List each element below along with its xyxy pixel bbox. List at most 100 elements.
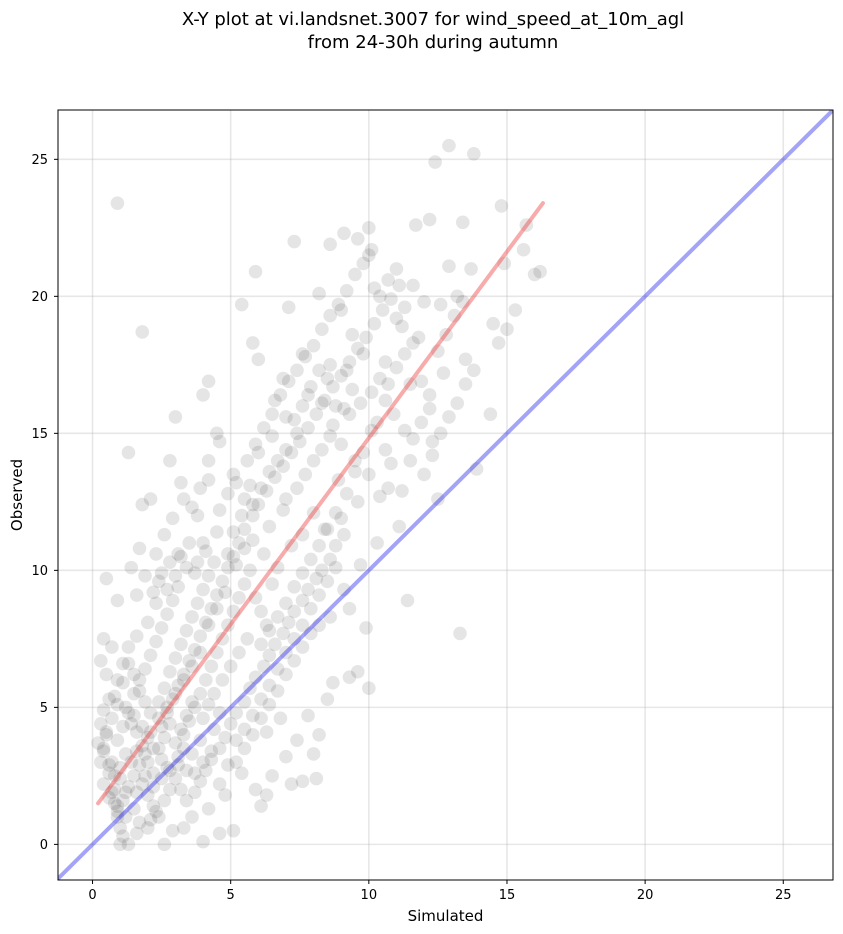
scatter-point xyxy=(342,407,357,421)
scatter-point xyxy=(210,525,224,539)
scatter-point xyxy=(425,448,440,463)
scatter-point xyxy=(121,837,136,852)
scatter-point xyxy=(362,221,376,235)
scatter-point xyxy=(210,601,224,616)
scatter-point xyxy=(295,593,310,608)
scatter-point xyxy=(152,695,166,709)
scatter-point xyxy=(309,407,324,421)
scatter-point xyxy=(221,758,235,772)
scatter-point xyxy=(113,821,127,835)
scatter-point xyxy=(226,467,241,482)
scatter-point xyxy=(127,801,141,816)
scatter-point xyxy=(176,821,191,835)
scatter-point xyxy=(196,582,210,597)
scatter-point xyxy=(157,681,172,695)
scatter-point xyxy=(116,829,130,843)
scatter-point xyxy=(304,552,318,567)
x-tick-label: 0 xyxy=(88,888,96,903)
scatter-point xyxy=(262,648,277,663)
scatter-point xyxy=(273,711,288,726)
scatter-point xyxy=(433,297,448,312)
scatter-point xyxy=(323,610,337,624)
scatter-point xyxy=(323,552,337,567)
scatter-point xyxy=(146,799,161,813)
scatter-point xyxy=(287,412,302,427)
scatter-point xyxy=(163,763,177,778)
scatter-point xyxy=(176,741,191,756)
scatter-point xyxy=(497,256,512,271)
scatter-point xyxy=(268,637,282,652)
scatter-point xyxy=(373,289,387,304)
scatter-point xyxy=(381,481,395,495)
scatter-point xyxy=(317,522,332,537)
y-tick-label: 0 xyxy=(40,838,48,853)
scatter-point xyxy=(417,295,431,309)
scatter-point xyxy=(237,695,252,709)
scatter-point xyxy=(262,697,277,712)
scatter-point xyxy=(138,662,152,676)
scatter-point xyxy=(218,788,232,802)
scatter-point xyxy=(218,730,232,745)
scatter-point xyxy=(287,632,302,646)
scatter-point xyxy=(519,218,534,232)
scatter-point xyxy=(226,823,241,838)
scatter-point xyxy=(193,481,208,495)
scatter-point xyxy=(127,667,141,682)
scatter-point xyxy=(315,442,329,457)
scatter-point xyxy=(138,569,152,583)
scatter-point xyxy=(168,651,183,665)
scatter-point xyxy=(116,719,130,734)
scatter-point xyxy=(259,788,274,802)
scatter-point xyxy=(301,708,315,723)
scatter-point xyxy=(234,297,249,312)
scatter-point xyxy=(140,788,155,802)
scatter-point xyxy=(179,623,194,638)
scatter-point xyxy=(168,771,183,786)
scatter-point xyxy=(187,566,202,580)
scatter-point xyxy=(229,558,244,572)
scatter-point xyxy=(176,727,191,742)
scatter-point xyxy=(350,341,365,356)
scatter-point xyxy=(422,212,437,227)
scatter-point xyxy=(218,585,232,600)
scatter-point xyxy=(132,673,147,687)
scatter-point xyxy=(232,590,246,605)
scatter-point xyxy=(414,374,429,389)
scatter-point xyxy=(154,566,169,580)
scatter-point xyxy=(223,717,238,731)
scatter-point xyxy=(373,489,387,504)
scatter-point xyxy=(96,777,111,791)
scatter-point xyxy=(312,363,326,378)
scatter-point xyxy=(212,777,227,791)
scatter-point xyxy=(257,421,271,435)
scatter-point xyxy=(160,582,174,597)
scatter-point xyxy=(237,741,252,756)
scatter-point xyxy=(284,445,299,460)
scatter-point xyxy=(339,486,354,501)
scatter-point xyxy=(334,303,348,317)
scatter-point xyxy=(254,637,268,652)
scatter-point xyxy=(467,147,481,161)
scatter-point xyxy=(254,799,268,813)
scatter-point xyxy=(132,684,147,698)
scatter-point xyxy=(140,615,155,630)
scatter-point xyxy=(163,555,177,569)
scatter-point xyxy=(287,604,302,619)
scatter-point xyxy=(397,347,412,361)
scatter-point xyxy=(174,722,188,737)
scatter-point xyxy=(135,325,150,339)
scatter-point xyxy=(127,686,141,701)
scatter-point xyxy=(326,675,340,690)
scatter-point xyxy=(356,445,371,460)
scatter-point xyxy=(442,259,456,273)
scatter-point xyxy=(273,388,288,402)
scatter-point xyxy=(149,804,163,819)
scatter-point xyxy=(323,237,337,252)
scatter-point xyxy=(411,330,426,345)
scatter-point xyxy=(204,659,219,674)
scatter-point xyxy=(389,311,404,326)
scatter-point xyxy=(182,536,197,550)
scatter-point xyxy=(248,670,263,685)
scatter-point xyxy=(132,541,147,556)
scatter-point xyxy=(392,278,407,293)
